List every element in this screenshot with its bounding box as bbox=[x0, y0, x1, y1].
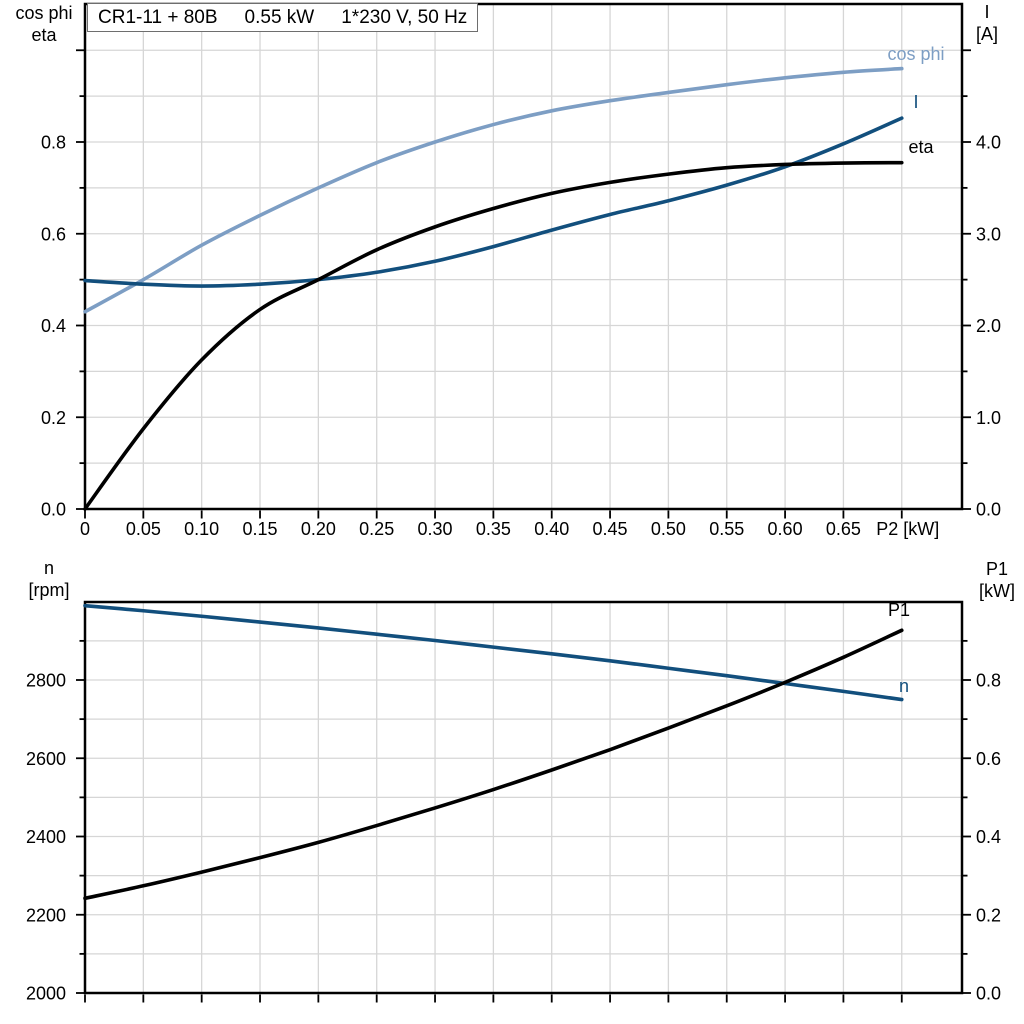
chart-bottom: 2000 2200 2400 2600 2800 0.0 0.2 0.4 0.6 0.8 n P1 bbox=[26, 600, 1001, 1004]
tick-label: 2000 bbox=[26, 984, 66, 1004]
bottom-right-axis-title: P1 [kW] bbox=[966, 558, 1024, 602]
pump-power-label: 0.55 kW bbox=[244, 6, 315, 28]
top-plot-frame bbox=[83, 2, 964, 511]
top-grid bbox=[85, 4, 962, 509]
tick-label: 0.35 bbox=[476, 519, 511, 539]
top-right-axis-title: I [A] bbox=[952, 1, 1022, 45]
curve-label-n: n bbox=[899, 676, 909, 696]
axis-title-speed: n bbox=[43, 558, 54, 578]
bottom-curves: n P1 bbox=[83, 600, 910, 901]
tick-label: 0.40 bbox=[534, 519, 569, 539]
curve-n bbox=[83, 603, 904, 702]
tick-label: 2200 bbox=[26, 905, 66, 925]
pump-model-label: CR1-11 + 80B bbox=[98, 6, 218, 28]
tick-label: 2.0 bbox=[976, 316, 1001, 336]
axis-title-eta: eta bbox=[31, 25, 57, 45]
tick-label: 0.6 bbox=[41, 224, 66, 244]
chart-top: 0.0 0.2 0.4 0.6 0.8 0.0 1.0 2.0 3.0 4.0 0 0.05 0.10 0… bbox=[41, 2, 1001, 539]
tick-label: 0.50 bbox=[651, 519, 686, 539]
axis-title-current-unit: [A] bbox=[975, 24, 998, 44]
tick-label: 0.25 bbox=[359, 519, 394, 539]
tick-label: 4.0 bbox=[976, 133, 1001, 153]
tick-label: 0.0 bbox=[976, 500, 1001, 520]
tick-label: 0.45 bbox=[593, 519, 628, 539]
curve-eta bbox=[83, 160, 904, 511]
tick-label: 0.65 bbox=[826, 519, 861, 539]
tick-label: 0.2 bbox=[976, 905, 1001, 925]
axis-title-cos-phi: cos phi bbox=[15, 3, 73, 23]
axis-title-current: I bbox=[984, 2, 990, 22]
top-left-axis-title: cos phi eta bbox=[4, 2, 84, 46]
tick-label: 1.0 bbox=[976, 408, 1001, 428]
tick-label: 0.05 bbox=[126, 519, 161, 539]
curve-label-eta: eta bbox=[908, 137, 934, 157]
tick-label: 0.15 bbox=[242, 519, 277, 539]
axis-title-speed-unit: [rpm] bbox=[28, 580, 70, 600]
bottom-left-axis-title: n [rpm] bbox=[9, 557, 89, 601]
curve-label-I: I bbox=[913, 92, 918, 112]
tick-label: 2400 bbox=[26, 827, 66, 847]
curve-P1 bbox=[83, 628, 904, 901]
tick-label: 0.4 bbox=[41, 316, 66, 336]
top-ticks: 0.0 0.2 0.4 0.6 0.8 0.0 1.0 2.0 3.0 4.0 0 0.05 0.10 0… bbox=[41, 49, 1001, 539]
bottom-grid bbox=[85, 602, 962, 993]
tick-label: 0.8 bbox=[976, 671, 1001, 691]
bottom-ticks: 2000 2200 2400 2600 2800 0.0 0.2 0.4 0.6 0.8 bbox=[26, 639, 1001, 1004]
axis-title-p1: P1 bbox=[985, 559, 1009, 579]
tick-label: 0.30 bbox=[418, 519, 453, 539]
x-axis-title: P2 [kW] bbox=[876, 519, 939, 539]
tick-label: 0.55 bbox=[709, 519, 744, 539]
tick-label: 0.2 bbox=[41, 408, 66, 428]
pump-supply-label: 1*230 V, 50 Hz bbox=[341, 6, 468, 28]
tick-label: 3.0 bbox=[976, 224, 1001, 244]
tick-label: 0 bbox=[80, 519, 90, 539]
curve-cos-phi bbox=[83, 66, 904, 314]
tick-label: 0.4 bbox=[976, 827, 1001, 847]
tick-label: 0.60 bbox=[768, 519, 803, 539]
bottom-plot-frame bbox=[83, 600, 964, 995]
tick-label: 0.0 bbox=[41, 500, 66, 520]
tick-label: 0.20 bbox=[301, 519, 336, 539]
tick-label: 0.6 bbox=[976, 749, 1001, 769]
chart-title-box: CR1-11 + 80B 0.55 kW 1*230 V, 50 Hz bbox=[87, 3, 479, 32]
curve-label-cos-phi: cos phi bbox=[887, 44, 944, 64]
tick-label: 2800 bbox=[26, 671, 66, 691]
axis-title-p1-unit: [kW] bbox=[979, 581, 1015, 601]
tick-label: 0.8 bbox=[41, 133, 66, 153]
tick-label: 2600 bbox=[26, 749, 66, 769]
tick-label: 0.10 bbox=[184, 519, 219, 539]
curve-I bbox=[83, 116, 904, 288]
tick-label: 0.0 bbox=[976, 984, 1001, 1004]
curve-label-P1: P1 bbox=[888, 600, 910, 620]
